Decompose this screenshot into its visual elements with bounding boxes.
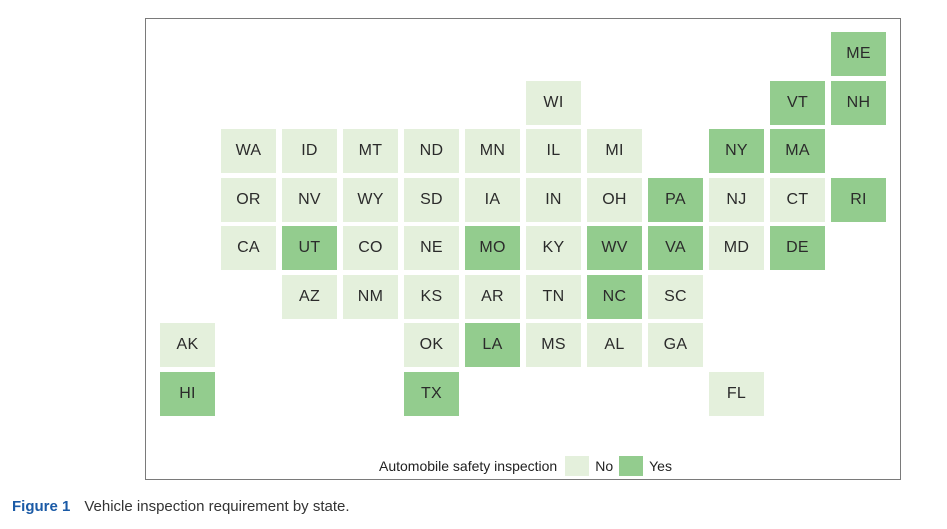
tile-me: ME (831, 32, 886, 76)
tile-de: DE (770, 226, 825, 270)
tile-ky: KY (526, 226, 581, 270)
tile-tx: TX (404, 371, 459, 416)
tile-wy: WY (343, 177, 398, 222)
tile-il: IL (526, 129, 581, 173)
tile-ok: OK (404, 323, 459, 367)
tile-vt: VT (770, 80, 825, 125)
tile-nv: NV (282, 177, 337, 222)
tile-nm: NM (343, 274, 398, 319)
legend-swatch-no (565, 456, 590, 476)
tile-al: AL (587, 323, 642, 367)
tile-ma: MA (770, 129, 825, 173)
caption-label: Figure 1 (12, 498, 71, 515)
chart-frame (145, 18, 901, 480)
caption-text: Vehicle inspection requirement by state. (84, 498, 350, 515)
tile-or: OR (221, 177, 276, 222)
tile-ak: AK (160, 323, 215, 367)
figure-caption: Figure 1 Vehicle inspection requirement b… (12, 498, 350, 515)
tile-mt: MT (343, 129, 398, 173)
tile-ia: IA (465, 177, 520, 222)
tile-la: LA (465, 323, 520, 367)
legend-swatch-yes (619, 456, 644, 476)
legend-label-no: No (595, 458, 614, 474)
legend-label-yes: Yes (649, 458, 672, 474)
tile-ks: KS (404, 274, 459, 319)
tile-va: VA (648, 226, 703, 270)
legend-title: Automobile safety inspection (379, 458, 558, 474)
tile-ut: UT (282, 226, 337, 270)
tile-pa: PA (648, 177, 703, 222)
tile-ri: RI (831, 177, 886, 222)
tile-az: AZ (282, 274, 337, 319)
tile-mi: MI (587, 129, 642, 173)
tile-sc: SC (648, 274, 703, 319)
tile-fl: FL (709, 371, 764, 416)
tile-tn: TN (526, 274, 581, 319)
tile-nc: NC (587, 274, 642, 319)
tile-co: CO (343, 226, 398, 270)
tile-ar: AR (465, 274, 520, 319)
tile-wa: WA (221, 129, 276, 173)
tile-nj: NJ (709, 177, 764, 222)
tile-ms: MS (526, 323, 581, 367)
tile-mn: MN (465, 129, 520, 173)
tile-ct: CT (770, 177, 825, 222)
tile-ne: NE (404, 226, 459, 270)
tile-hi: HI (160, 371, 215, 416)
tile-sd: SD (404, 177, 459, 222)
legend: Automobile safety inspection No Yes (379, 456, 678, 476)
tile-nd: ND (404, 129, 459, 173)
tile-ca: CA (221, 226, 276, 270)
tile-wv: WV (587, 226, 642, 270)
tile-ny: NY (709, 129, 764, 173)
tile-md: MD (709, 226, 764, 270)
tile-mo: MO (465, 226, 520, 270)
tile-nh: NH (831, 80, 886, 125)
tile-in: IN (526, 177, 581, 222)
tile-id: ID (282, 129, 337, 173)
tile-wi: WI (526, 80, 581, 125)
tile-oh: OH (587, 177, 642, 222)
tile-ga: GA (648, 323, 703, 367)
